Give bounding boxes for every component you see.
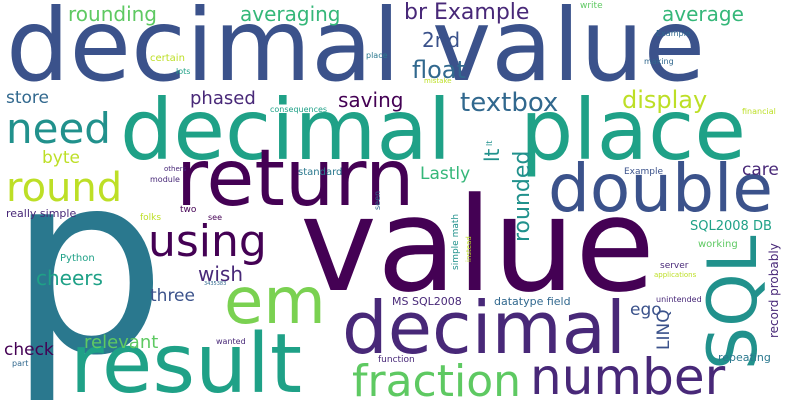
word: record probably [767,243,781,338]
word: saving [338,88,404,112]
word: see [208,213,223,222]
word: care [742,160,779,180]
word: check [4,340,54,360]
word: Python [60,253,95,264]
word: store [6,88,49,108]
word: 2nd [422,28,461,52]
word: unintended [656,295,702,304]
word: module [150,175,180,184]
word: value [300,169,656,321]
word: seen [373,190,382,210]
word: wish [198,262,244,286]
word: SQL2008 DB [690,219,772,234]
word: datatype field [494,295,571,308]
word: LINQ [654,309,674,350]
word: em [224,265,326,339]
word: round [6,165,123,211]
word: value [432,0,706,104]
word: MS SQL2008 [392,295,462,308]
word: return [176,134,415,224]
word: br Example [404,0,530,25]
word: really simple [6,207,77,220]
word: lots [176,67,191,76]
word: averaging [240,2,341,26]
word: textbox [460,88,559,118]
word: result [70,317,302,400]
word: average [662,2,744,26]
word: display [622,86,708,114]
word: two [180,205,197,215]
word: three [150,286,195,306]
word: double [548,150,773,227]
word: number [530,348,726,400]
word: byte [42,148,80,168]
word: phased [190,88,256,109]
word: cheers [36,266,103,290]
word: folks [140,213,162,223]
word: write [580,1,603,11]
word: ego [630,300,662,320]
word: working [698,239,738,250]
word: p [8,119,167,400]
word: 3435383 [204,281,227,287]
word: certain [150,53,185,64]
word: wanted [216,337,246,346]
word: decimal [342,286,626,370]
word: relevant [84,332,159,353]
word: Example [624,167,664,177]
word: Lastly [420,164,471,184]
word: using [148,216,267,267]
word: function [378,355,415,365]
word: others [164,165,187,173]
word: lt [480,148,504,162]
word: instead [465,236,473,262]
word: decimal [120,81,452,179]
word: place [520,81,746,179]
word: applications [654,271,697,279]
word: rounding [68,2,157,26]
word: rounded [510,150,535,242]
word: decimal [6,0,401,104]
word: standard [298,167,343,178]
word: Example [656,29,691,38]
word: float [412,56,466,84]
word: mistake [424,77,452,85]
word: simple math [451,213,461,270]
word: financial [742,107,776,116]
word: consequences [270,105,328,114]
word: place [366,51,388,60]
word: server [660,261,689,271]
word: need [6,104,111,153]
word: fraction [352,356,522,400]
word: part [12,359,29,368]
word: making [644,57,674,66]
word: lt [485,140,494,146]
word: repeating [718,351,771,364]
